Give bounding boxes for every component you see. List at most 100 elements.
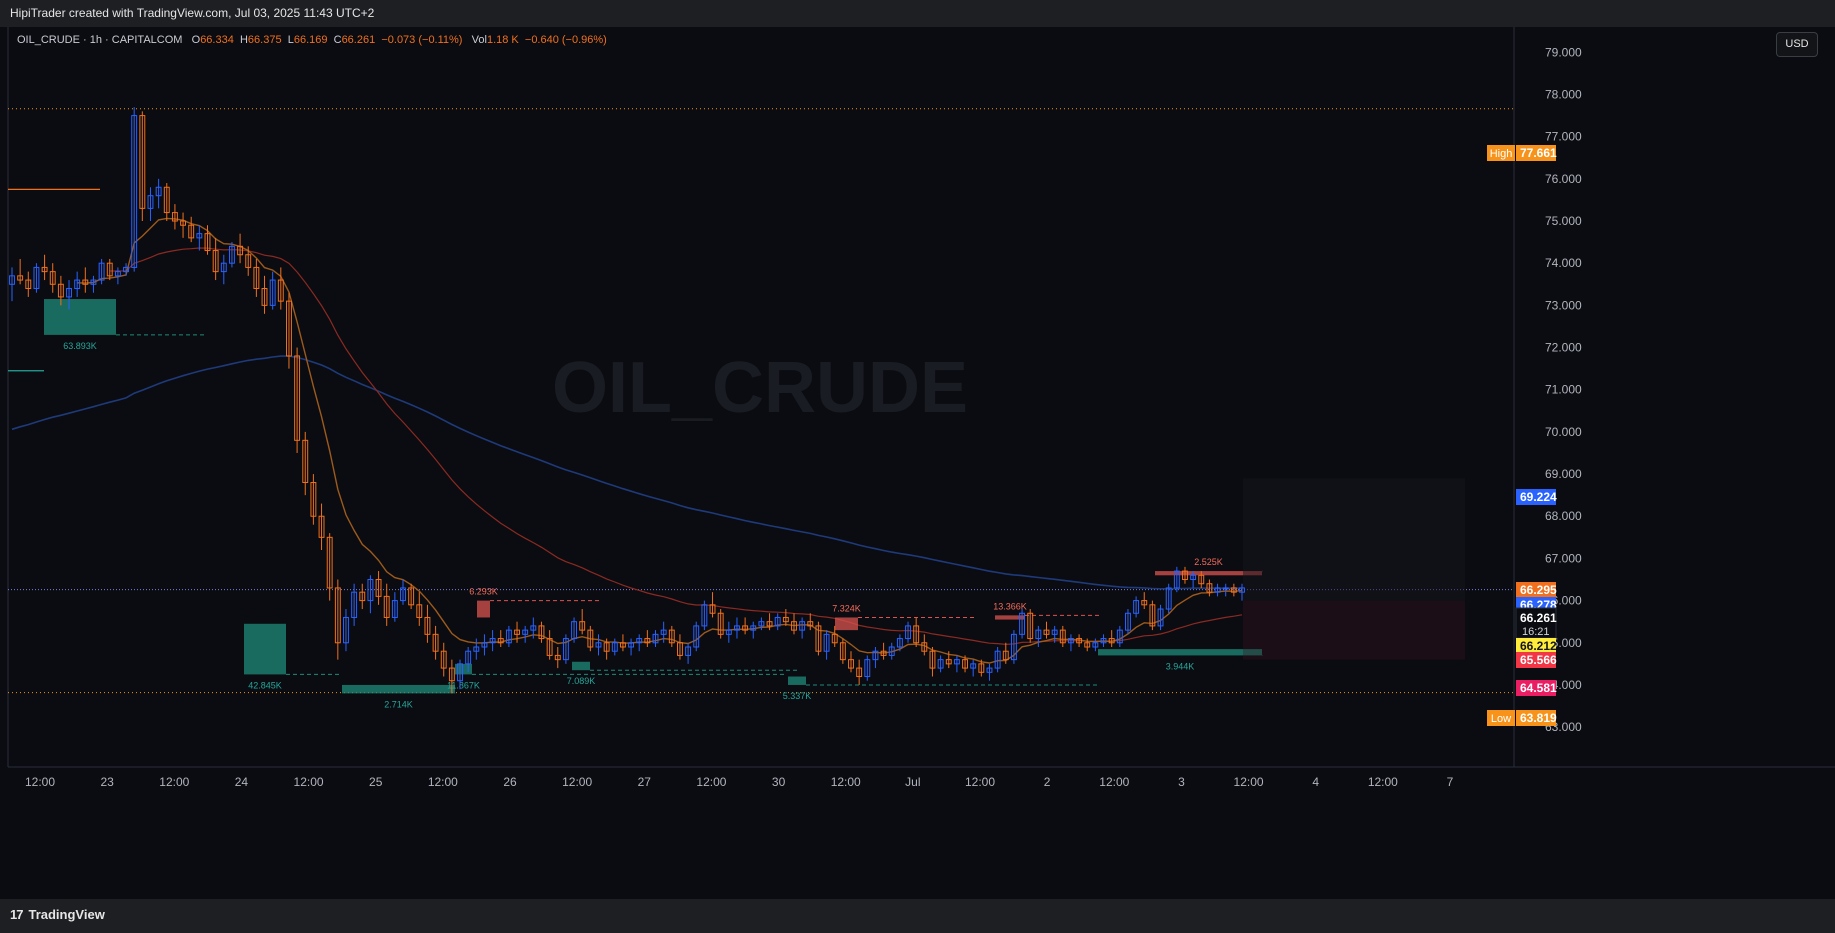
candle-body — [1059, 629, 1066, 644]
candle-body — [791, 621, 797, 631]
zone-volume-label: 3.944K — [1166, 661, 1195, 671]
time-tick-label: 12:00 — [965, 775, 995, 789]
candle-body — [856, 667, 863, 678]
price-axis-tag — [1516, 710, 1556, 726]
candle-body — [17, 275, 24, 281]
candle-body — [269, 279, 276, 306]
symbol-legend: OIL_CRUDE · 1h · CAPITALCOM O66.334 H66.… — [17, 34, 607, 46]
volume-label: Vol — [471, 34, 487, 46]
volume-value: 1.18 K — [486, 34, 519, 46]
candle-body — [652, 633, 659, 644]
candle-body — [253, 266, 260, 289]
price-chart[interactable]: OIL_CRUDE 79.000 78.000 77.000 76.000 75.000 7… — [0, 27, 1835, 899]
price-axis-tag-label: 66.212 — [1520, 639, 1557, 653]
candle-body — [310, 482, 317, 517]
candle-body — [579, 621, 586, 631]
candle-body — [343, 616, 349, 644]
price-tick-label: 68.000 — [1545, 509, 1582, 523]
time-tick-label: 30 — [772, 775, 786, 789]
demand-zone — [244, 623, 286, 675]
candle-body — [457, 663, 463, 682]
currency-button[interactable]: USD — [1776, 32, 1818, 57]
candle-body — [1141, 600, 1148, 606]
candle-body — [636, 638, 643, 644]
symbol-info[interactable]: OIL_CRUDE · 1h · CAPITALCOM — [17, 34, 183, 46]
ema-mid-line — [109, 247, 1243, 646]
candle-body — [383, 595, 390, 618]
time-tick-label: 26 — [503, 775, 517, 789]
candle-body — [1067, 638, 1074, 644]
candle-body — [734, 625, 740, 631]
time-tick-label: 12:00 — [831, 775, 861, 789]
candle-body — [872, 650, 879, 661]
candle-body — [49, 271, 56, 285]
candle-body — [155, 186, 162, 197]
candle-body — [725, 629, 732, 635]
candle-body — [277, 279, 284, 302]
projection-box — [1243, 600, 1465, 660]
time-tick-label: 12:00 — [1099, 775, 1129, 789]
candle-body — [1230, 587, 1237, 593]
candle-body — [1051, 629, 1058, 635]
candle-body — [473, 646, 480, 652]
candle-body — [204, 233, 211, 252]
candle-body — [774, 616, 781, 627]
tradingview-logo[interactable]: 17 TradingView — [10, 907, 105, 922]
candle-body — [106, 262, 113, 277]
candle-body — [1190, 574, 1197, 581]
price-axis-tag — [1516, 145, 1556, 161]
candle-body — [1076, 638, 1083, 644]
candle-body — [953, 659, 960, 665]
price-marker-tag — [1487, 710, 1515, 726]
candle-body — [261, 287, 268, 306]
candle-body — [929, 650, 936, 669]
candle-body — [351, 591, 358, 618]
candle-body — [74, 279, 81, 289]
chart-area[interactable]: OIL_CRUDE 79.000 78.000 77.000 76.000 75.000 7… — [0, 27, 1835, 899]
chart-attribution: HipiTrader created with TradingView.com,… — [10, 6, 375, 20]
candle-body — [807, 621, 814, 627]
candle-body — [603, 642, 610, 652]
candle-body — [962, 659, 968, 669]
candle-body — [660, 629, 667, 635]
candle-body — [57, 283, 64, 298]
low-value: 66.169 — [293, 34, 328, 46]
supply-zone — [835, 617, 858, 631]
time-tick-label: 12:00 — [25, 775, 55, 789]
price-tick-label: 76.000 — [1545, 172, 1582, 186]
candle-body — [921, 642, 928, 652]
price-axis-panel[interactable] — [1514, 27, 1835, 899]
price-axis-tag-label: 66.295 — [1520, 583, 1557, 597]
zone-volume-label: 2.525K — [1194, 557, 1223, 567]
candle-body — [1035, 629, 1042, 640]
candle-body — [432, 633, 439, 652]
candle-body — [823, 633, 830, 652]
candle-body — [562, 638, 569, 661]
candle-body — [416, 604, 423, 618]
candle-body — [970, 663, 977, 669]
time-tick-label: 12:00 — [1234, 775, 1264, 789]
candle-body — [1182, 570, 1188, 581]
close-label: C — [333, 34, 342, 46]
candle-body — [1084, 642, 1091, 648]
time-tick-label: 4 — [1312, 775, 1319, 789]
price-tick-label: 77.000 — [1545, 130, 1582, 144]
candle-body — [994, 650, 1001, 669]
candle-countdown-label: 16:21 — [1522, 626, 1550, 638]
time-tick-label: 25 — [369, 775, 383, 789]
time-tick-label: 7 — [1447, 775, 1454, 789]
top-attribution-bar: HipiTrader created with TradingView.com,… — [0, 0, 1835, 27]
candle-body — [334, 587, 341, 644]
price-axis-tag — [1516, 638, 1556, 654]
candle-body — [628, 642, 635, 648]
time-tick-label: 12:00 — [428, 775, 458, 789]
candle-body — [1027, 612, 1034, 640]
candle-body — [530, 625, 537, 631]
candle-body — [66, 287, 72, 298]
candle-body — [1149, 604, 1156, 627]
candle-body — [391, 600, 398, 618]
candle-body — [131, 115, 138, 268]
candle-body — [180, 220, 187, 226]
supply-zone — [477, 600, 490, 618]
price-axis-tag-label: 69.224 — [1520, 490, 1557, 504]
